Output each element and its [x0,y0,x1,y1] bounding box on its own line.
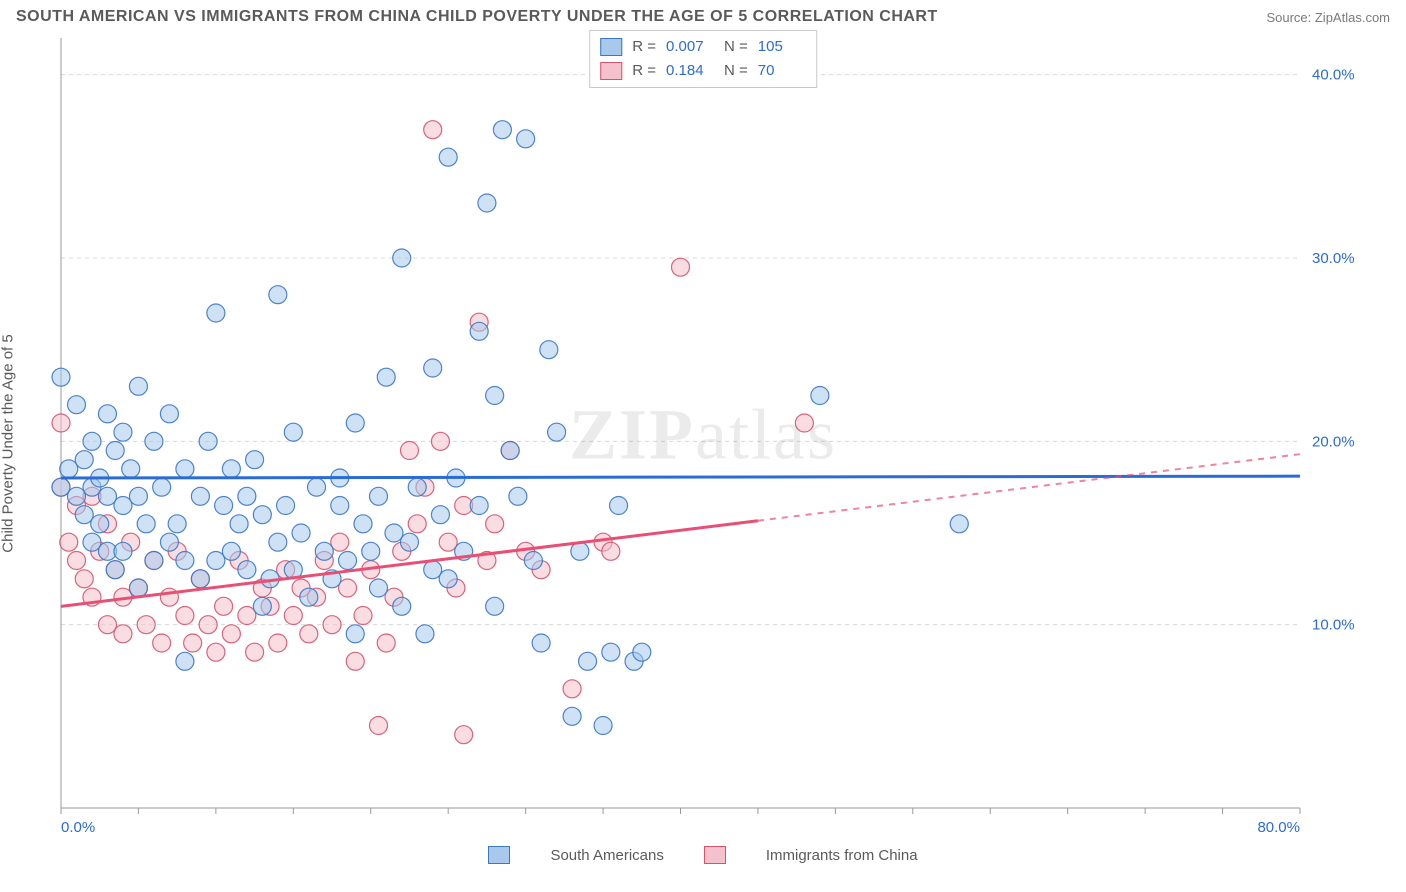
legend-swatch-2 [704,846,726,864]
svg-text:20.0%: 20.0% [1312,433,1355,450]
y-axis-label: Child Poverty Under the Age of 5 [0,334,17,552]
legend-label-1: South Americans [550,847,663,864]
svg-text:30.0%: 30.0% [1312,250,1355,267]
n-label: N = [724,59,748,83]
legend-label-2: Immigrants from China [766,847,918,864]
stats-swatch [600,62,622,80]
stats-legend: R = 0.007 N = 105 R = 0.184 N = 70 [589,30,817,88]
r-label: R = [632,59,656,83]
r-value: 0.007 [666,35,714,59]
source-label: Source: ZipAtlas.com [1266,10,1390,25]
scatter-chart: 10.0% 20.0% 30.0% 40.0% 0.0% 80.0% [16,30,1390,840]
stats-row: R = 0.007 N = 105 [600,35,806,59]
chart-title: SOUTH AMERICAN VS IMMIGRANTS FROM CHINA … [16,8,938,26]
stats-swatch [600,38,622,56]
svg-text:0.0%: 0.0% [61,819,95,836]
stats-row: R = 0.184 N = 70 [600,59,806,83]
n-value: 70 [758,59,806,83]
svg-text:80.0%: 80.0% [1257,819,1300,836]
n-label: N = [724,35,748,59]
n-value: 105 [758,35,806,59]
r-value: 0.184 [666,59,714,83]
bottom-legend: South Americans Immigrants from China [0,840,1406,864]
r-label: R = [632,35,656,59]
chart-area: Child Poverty Under the Age of 5 10.0%20… [16,30,1390,840]
legend-swatch-1 [488,846,510,864]
svg-text:10.0%: 10.0% [1312,617,1355,634]
svg-text:40.0%: 40.0% [1312,67,1355,84]
